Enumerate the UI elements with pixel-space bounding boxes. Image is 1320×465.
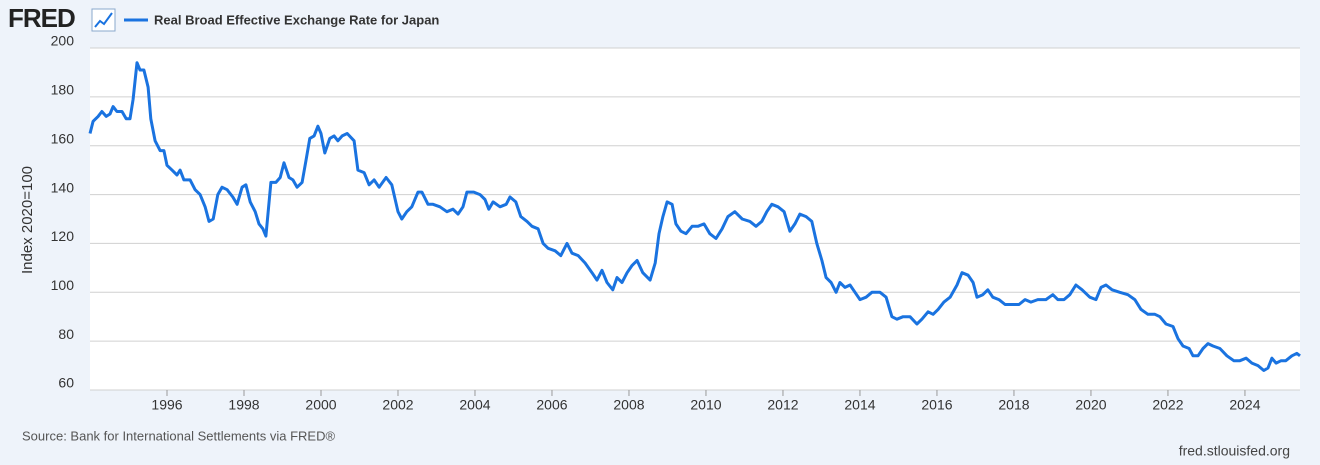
- plot-area: [90, 48, 1300, 390]
- data-line: [88, 61, 1301, 372]
- y-tick-label: 200: [51, 33, 75, 49]
- x-tick-label: 2016: [921, 397, 952, 413]
- x-tick-label: 2008: [613, 397, 644, 413]
- x-tick-label: 2024: [1229, 397, 1260, 413]
- y-tick-label: 160: [51, 130, 75, 146]
- x-tick-label: 2022: [1152, 397, 1183, 413]
- site-url: fred.stlouisfed.org: [1179, 443, 1290, 459]
- y-axis-label: Index 2020=100: [19, 166, 36, 274]
- y-tick-label: 100: [51, 277, 75, 293]
- x-tick-label: 2002: [382, 397, 413, 413]
- y-tick-label: 140: [51, 179, 75, 195]
- logo: FRED: [8, 3, 75, 33]
- x-tick-label: 2006: [536, 397, 567, 413]
- x-tick-label: 2000: [305, 397, 336, 413]
- y-tick-label: 60: [58, 375, 74, 391]
- source-note: Source: Bank for International Settlemen…: [22, 428, 335, 443]
- x-tick-label: 2018: [998, 397, 1029, 413]
- x-tick-label: 1998: [228, 397, 259, 413]
- x-tick-label: 2010: [690, 397, 721, 413]
- x-tick-label: 2020: [1075, 397, 1106, 413]
- y-tick-label: 80: [58, 326, 74, 342]
- logo-icon: [91, 8, 116, 32]
- legend-label: Real Broad Effective Exchange Rate for J…: [154, 12, 439, 27]
- y-tick-label: 180: [51, 82, 75, 98]
- x-tick-label: 2004: [459, 397, 490, 413]
- x-tick-label: 1996: [151, 397, 182, 413]
- x-tick-label: 2012: [767, 397, 798, 413]
- y-tick-label: 120: [51, 228, 75, 244]
- x-tick-label: 2014: [844, 397, 875, 413]
